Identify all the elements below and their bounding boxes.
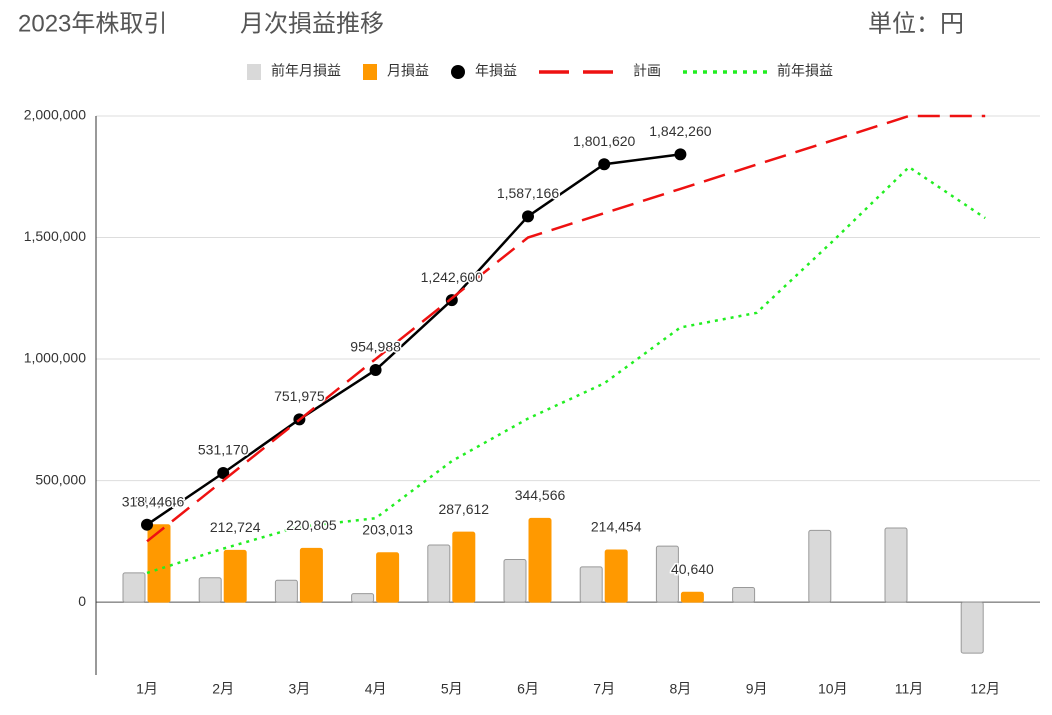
- legend-label: 年損益: [475, 63, 517, 79]
- unit-label: 単位：円: [868, 10, 964, 37]
- line: [146, 153, 681, 526]
- x-tick-label: 4月: [365, 681, 387, 697]
- data-label: 1,587,166: [497, 185, 559, 201]
- data-label: 1,801,620: [573, 133, 635, 149]
- x-tick-label: 8月: [670, 681, 692, 697]
- data-label: 40,640: [671, 561, 714, 577]
- data-label: 212,724: [210, 519, 261, 535]
- data-label: 1,842,260: [649, 123, 711, 139]
- x-tick-label: 12月: [970, 681, 1000, 697]
- data-label: 220,805: [286, 517, 337, 533]
- x-tick-label: 10月: [818, 681, 848, 697]
- y-tick-label: 2,000,000: [24, 107, 86, 123]
- y-tick-label: 500,000: [35, 471, 86, 487]
- bar: [579, 566, 603, 603]
- line: [146, 165, 986, 575]
- bar: [604, 549, 628, 603]
- x-tick-label: 2月: [212, 681, 234, 697]
- legend-swatch: [363, 64, 377, 80]
- legend-label: 前年月損益: [271, 63, 341, 79]
- bar: [351, 593, 375, 603]
- page-title: 2023年株取引: [18, 10, 167, 37]
- x-tick-label: 7月: [593, 681, 615, 697]
- legend-swatch: [451, 65, 465, 79]
- point: [598, 158, 611, 171]
- x-tick-label: 9月: [746, 681, 768, 697]
- point: [522, 210, 534, 223]
- line: [146, 114, 986, 543]
- bar: [427, 544, 451, 603]
- y-tick-label: 0: [78, 593, 86, 609]
- x-tick-label: 3月: [289, 681, 311, 697]
- bar: [122, 572, 146, 603]
- bar: [655, 545, 679, 603]
- bar: [223, 549, 247, 603]
- bar: [198, 577, 222, 603]
- y-tick-label: 1,500,000: [24, 228, 86, 244]
- data-label: 954,988: [350, 339, 401, 355]
- data-label: 287,612: [438, 501, 489, 517]
- data-label: 318,446: [122, 493, 173, 509]
- point: [674, 148, 687, 161]
- point: [217, 466, 230, 479]
- data-label: 318,446: [134, 493, 185, 509]
- bar: [299, 547, 323, 603]
- data-label: 531,170: [198, 442, 249, 458]
- data-label: 1,242,600: [421, 269, 483, 285]
- bar: [376, 552, 400, 603]
- legend-label: 前年損益: [777, 63, 833, 79]
- legend-label: 計画: [633, 63, 661, 79]
- data-label: 344,566: [515, 487, 566, 503]
- x-tick-label: 1月: [136, 681, 158, 697]
- data-label: 203,013: [362, 521, 413, 537]
- x-tick-label: 11月: [895, 681, 924, 697]
- y-tick-label: 1,000,000: [24, 350, 86, 366]
- legend-label: 月損益: [387, 63, 429, 79]
- bar: [680, 591, 704, 603]
- bar: [808, 529, 832, 603]
- point: [369, 363, 382, 376]
- bar: [452, 531, 476, 603]
- data-label: 751,975: [274, 388, 325, 404]
- point: [141, 518, 153, 531]
- bar: [960, 601, 984, 654]
- chart-title: 月次損益推移: [240, 10, 384, 37]
- bar: [274, 579, 298, 603]
- data-label: 214,454: [591, 519, 642, 535]
- bar: [884, 527, 908, 603]
- bar: [147, 524, 171, 603]
- legend-swatch: [247, 64, 261, 80]
- bar: [528, 517, 552, 603]
- x-tick-label: 6月: [517, 681, 539, 697]
- bar: [732, 587, 756, 603]
- bar: [503, 559, 527, 603]
- x-tick-label: 5月: [441, 681, 463, 697]
